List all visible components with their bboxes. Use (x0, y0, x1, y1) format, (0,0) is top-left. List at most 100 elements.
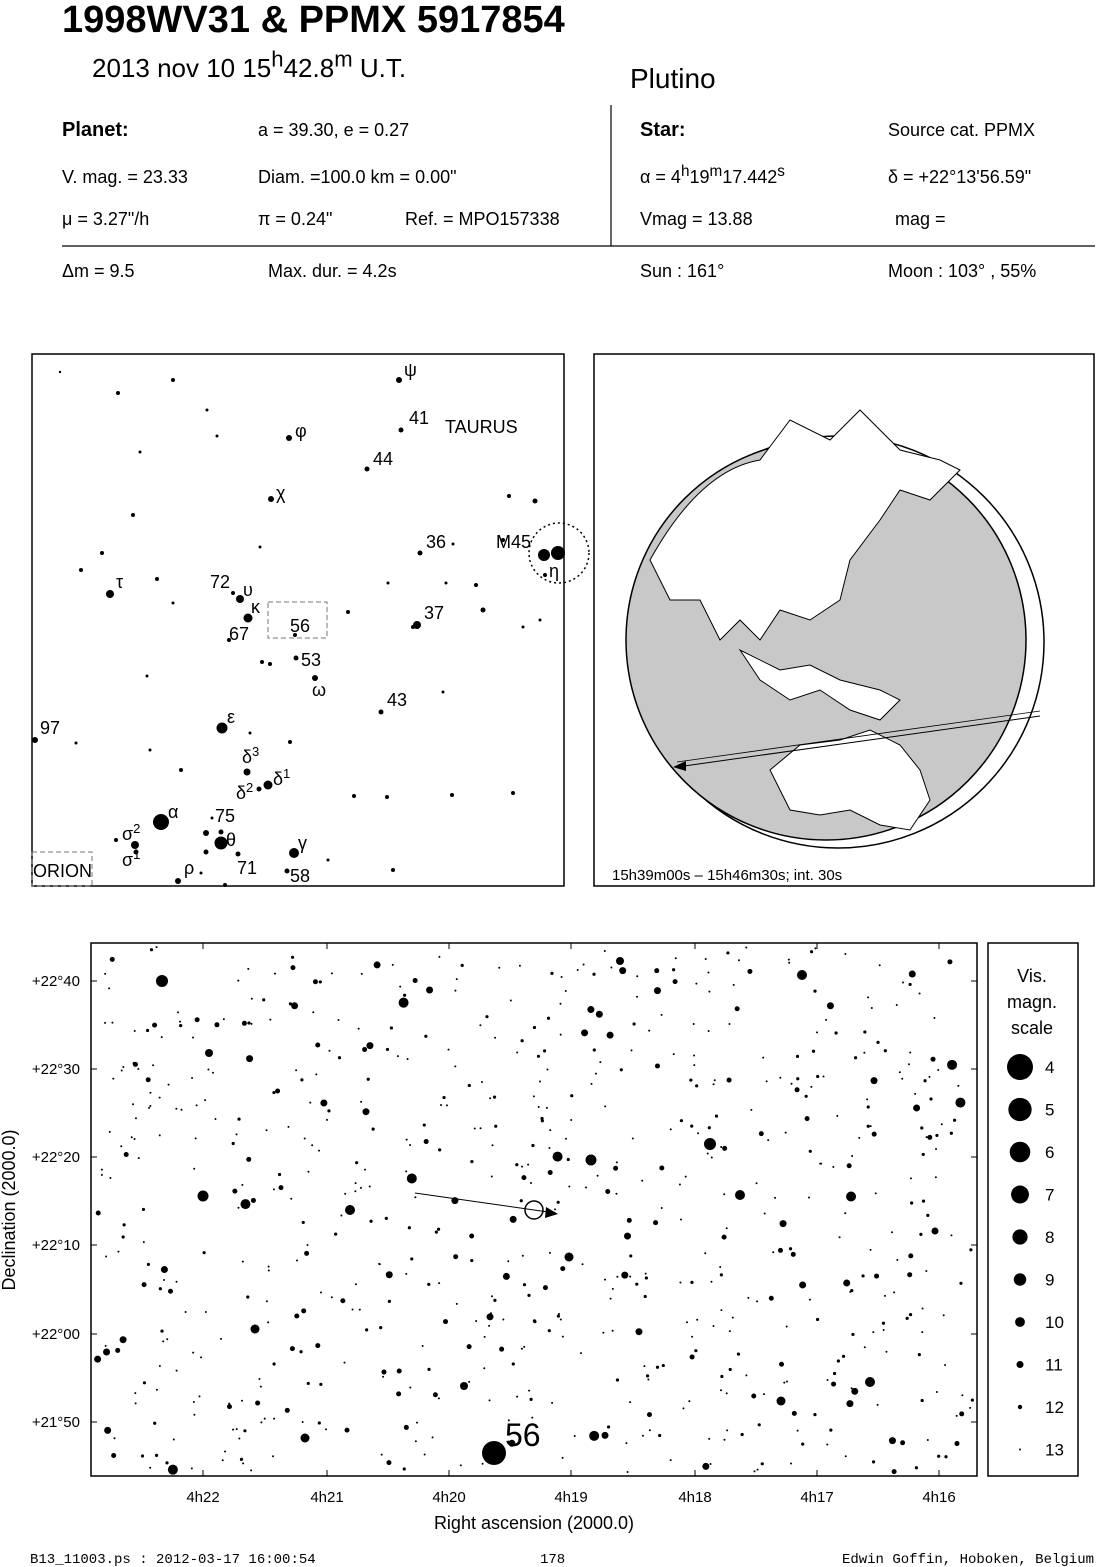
text: 13 (1045, 1441, 1064, 1460)
star (480, 607, 486, 613)
star (929, 1097, 933, 1101)
label-text: 53 (301, 650, 321, 670)
star (720, 1374, 724, 1379)
star (168, 1288, 174, 1294)
star (272, 1188, 275, 1191)
star (559, 1318, 562, 1321)
star (396, 377, 402, 383)
star (587, 1006, 595, 1014)
label-text: 67 (229, 624, 249, 644)
star (604, 1105, 607, 1108)
star (710, 1156, 713, 1159)
star (431, 1436, 434, 1439)
star (844, 953, 847, 956)
star (601, 1431, 609, 1439)
star (494, 1124, 498, 1128)
star (949, 1131, 953, 1135)
star (171, 601, 175, 605)
star (470, 1258, 474, 1263)
star (259, 1385, 262, 1388)
star-label: 75 (215, 806, 235, 826)
star (520, 1347, 523, 1350)
star (721, 1234, 727, 1240)
star (777, 1247, 783, 1253)
star (148, 1106, 151, 1109)
star (116, 391, 120, 395)
star (246, 1156, 252, 1162)
star (643, 1294, 647, 1299)
star (540, 1119, 544, 1123)
star (453, 1254, 459, 1260)
star (502, 1272, 510, 1280)
star (232, 1428, 235, 1431)
star (307, 1170, 310, 1173)
star (791, 1410, 797, 1416)
star (708, 990, 711, 993)
star (263, 1417, 266, 1420)
star (520, 1039, 524, 1043)
star (443, 1319, 449, 1325)
star (197, 1190, 209, 1202)
star (194, 1017, 200, 1023)
star (846, 1163, 852, 1169)
star (509, 1215, 517, 1223)
star (498, 966, 501, 969)
star (669, 1459, 672, 1462)
star (483, 1367, 486, 1370)
star (546, 1016, 551, 1020)
label-text: TAURUS (445, 417, 518, 437)
star (346, 610, 350, 614)
star (410, 1257, 414, 1261)
star (138, 450, 142, 454)
star (104, 1426, 112, 1434)
star (529, 1181, 532, 1184)
star (695, 982, 698, 985)
star (866, 1105, 870, 1109)
star (409, 1144, 412, 1147)
star (952, 1118, 957, 1122)
star (268, 496, 274, 502)
star (518, 964, 521, 967)
star (696, 1318, 699, 1321)
star (846, 1400, 854, 1408)
star (454, 989, 457, 992)
star (804, 1116, 810, 1122)
star (926, 1213, 930, 1217)
star (679, 1119, 684, 1123)
star (256, 786, 262, 792)
star (303, 1137, 306, 1140)
superscript: h (271, 47, 283, 72)
star (788, 1247, 793, 1251)
star (113, 1437, 116, 1440)
star (344, 1427, 350, 1433)
star (787, 958, 790, 961)
star (669, 1128, 672, 1131)
star (750, 1108, 753, 1111)
star (357, 1027, 360, 1030)
star-label: ψ (404, 360, 417, 380)
star (475, 1319, 478, 1322)
label-text: 43 (387, 690, 407, 710)
star (641, 1434, 644, 1437)
star (707, 971, 710, 974)
label-text: 58 (290, 866, 310, 886)
star (328, 1049, 331, 1052)
star-label: M45 (496, 532, 531, 552)
star (565, 1137, 568, 1140)
star (387, 1299, 392, 1303)
star (246, 1055, 254, 1063)
star (104, 1021, 107, 1024)
star (145, 674, 149, 678)
star (609, 1297, 612, 1300)
star (944, 1363, 947, 1366)
star (616, 957, 624, 965)
text: +22°20 (32, 1149, 80, 1166)
star (758, 1131, 764, 1137)
star (647, 1378, 650, 1381)
star (175, 1107, 178, 1110)
star (133, 849, 139, 855)
star (722, 1145, 728, 1151)
text: 9 (1045, 1271, 1054, 1290)
star (876, 1403, 879, 1406)
star (644, 1276, 648, 1280)
